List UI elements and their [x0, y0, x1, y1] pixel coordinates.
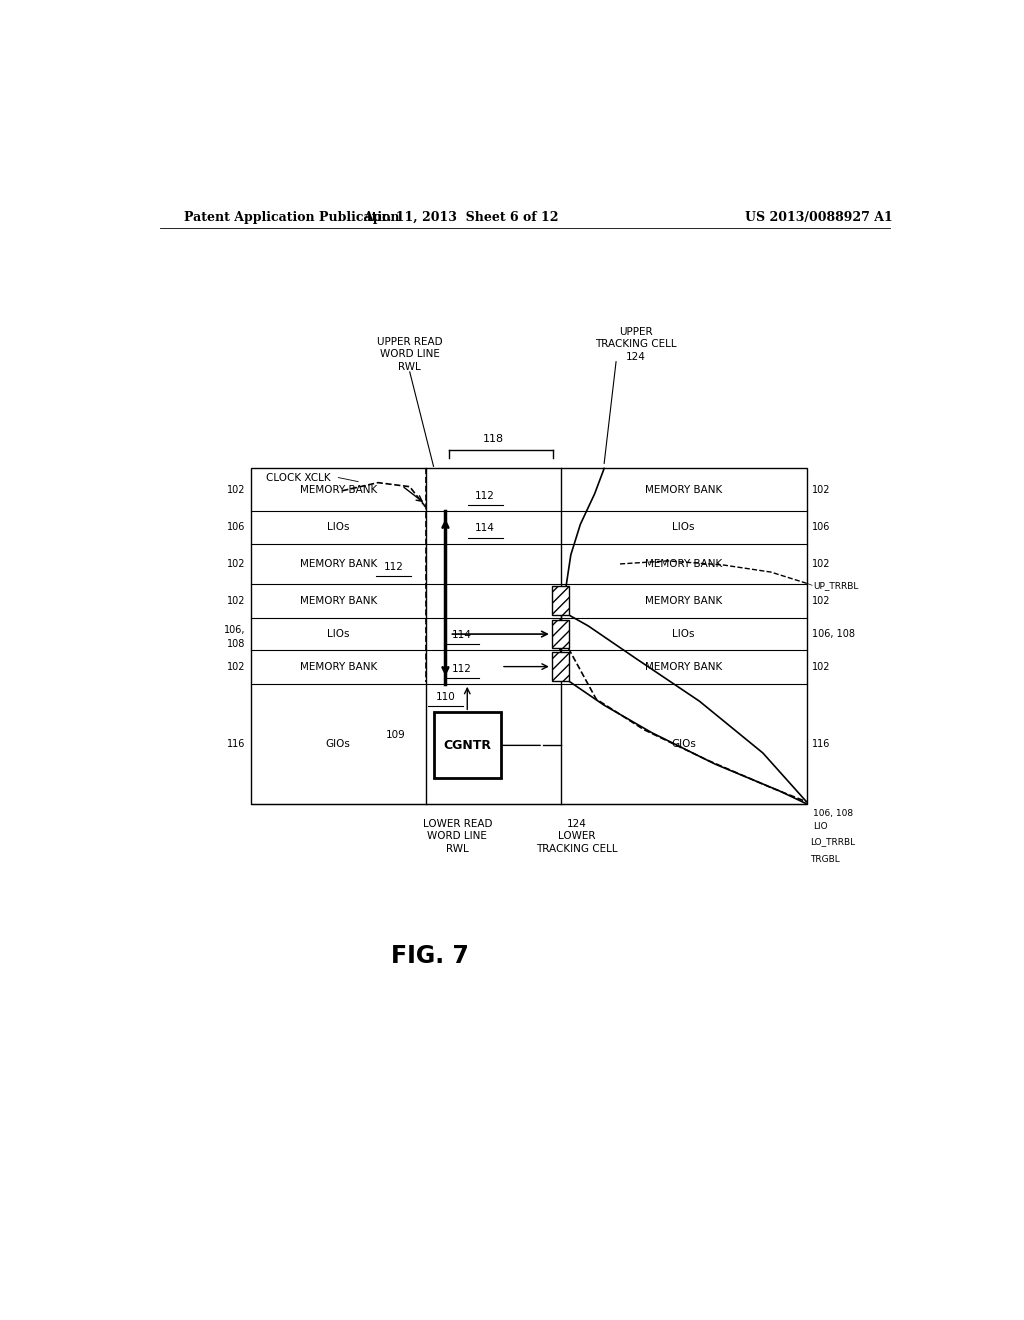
Text: 102: 102 — [227, 484, 246, 495]
Text: UP_TRRBL: UP_TRRBL — [813, 581, 858, 590]
Text: MEMORY BANK: MEMORY BANK — [645, 484, 722, 495]
Text: 110: 110 — [435, 692, 456, 702]
Text: CGNTR: CGNTR — [443, 739, 492, 752]
Text: 102: 102 — [227, 558, 246, 569]
Text: 106: 106 — [812, 523, 830, 532]
Text: 106,: 106, — [224, 624, 246, 635]
Text: Apr. 11, 2013  Sheet 6 of 12: Apr. 11, 2013 Sheet 6 of 12 — [364, 211, 559, 224]
Text: LIO: LIO — [813, 822, 827, 832]
Text: 114: 114 — [475, 524, 495, 533]
Text: 112: 112 — [475, 491, 495, 500]
Text: FIG. 7: FIG. 7 — [390, 944, 469, 969]
Text: LO_TRRBL: LO_TRRBL — [811, 837, 856, 846]
Text: MEMORY BANK: MEMORY BANK — [300, 484, 377, 495]
Text: 118: 118 — [482, 434, 504, 444]
Text: LIOs: LIOs — [673, 630, 694, 639]
Text: MEMORY BANK: MEMORY BANK — [645, 597, 722, 606]
Text: TRGBL: TRGBL — [811, 854, 841, 863]
Text: 109: 109 — [386, 730, 406, 739]
Text: 102: 102 — [227, 663, 246, 672]
Text: CLOCK XCLK: CLOCK XCLK — [266, 473, 331, 483]
Text: MEMORY BANK: MEMORY BANK — [300, 558, 377, 569]
Text: LOWER READ
WORD LINE
RWL: LOWER READ WORD LINE RWL — [423, 818, 493, 854]
Text: MEMORY BANK: MEMORY BANK — [300, 597, 377, 606]
Text: GIOs: GIOs — [671, 739, 696, 748]
Text: 112: 112 — [384, 562, 403, 572]
Text: 116: 116 — [812, 739, 830, 748]
Text: 102: 102 — [812, 597, 830, 606]
Text: 106, 108: 106, 108 — [812, 630, 855, 639]
Text: UPPER READ
WORD LINE
RWL: UPPER READ WORD LINE RWL — [377, 337, 442, 372]
Bar — [552, 652, 569, 681]
Text: US 2013/0088927 A1: US 2013/0088927 A1 — [744, 211, 892, 224]
Text: 102: 102 — [812, 484, 830, 495]
Text: UPPER
TRACKING CELL
124: UPPER TRACKING CELL 124 — [595, 327, 677, 362]
Text: 106: 106 — [227, 523, 246, 532]
Bar — [251, 469, 807, 804]
Text: GIOs: GIOs — [326, 739, 351, 748]
Text: LIOs: LIOs — [327, 630, 349, 639]
Bar — [433, 713, 501, 779]
Text: 114: 114 — [452, 630, 471, 640]
Text: Patent Application Publication: Patent Application Publication — [183, 211, 399, 224]
Text: LIOs: LIOs — [673, 523, 694, 532]
Text: 106, 108: 106, 108 — [813, 809, 853, 818]
Text: MEMORY BANK: MEMORY BANK — [300, 663, 377, 672]
Text: 124
LOWER
TRACKING CELL: 124 LOWER TRACKING CELL — [536, 818, 617, 854]
Text: 102: 102 — [812, 663, 830, 672]
Bar — [552, 586, 569, 615]
Text: 102: 102 — [227, 597, 246, 606]
Text: 108: 108 — [227, 639, 246, 649]
Text: 112: 112 — [452, 664, 471, 673]
Text: LIOs: LIOs — [327, 523, 349, 532]
Text: 102: 102 — [812, 558, 830, 569]
Text: MEMORY BANK: MEMORY BANK — [645, 558, 722, 569]
Text: 116: 116 — [227, 739, 246, 748]
Bar — [552, 620, 569, 648]
Text: MEMORY BANK: MEMORY BANK — [645, 663, 722, 672]
